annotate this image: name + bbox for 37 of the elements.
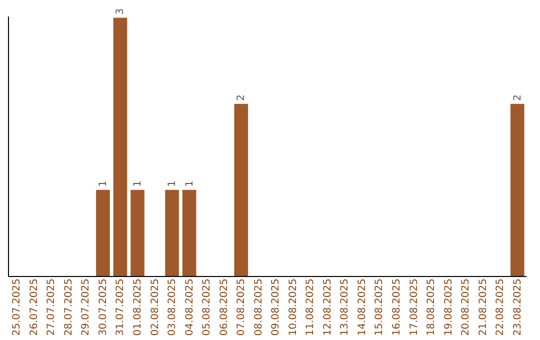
x-tick-label: 17.08.2025 (408, 278, 420, 336)
x-tick-label: 08.08.2025 (253, 278, 264, 336)
x-tick-label: 23.08.2025 (512, 278, 524, 336)
x-tick-label: 27.07.2025 (46, 278, 58, 336)
x-tick-label: 14.08.2025 (356, 278, 368, 336)
x-tick-label: 09.08.2025 (270, 278, 282, 336)
x-tick-label: 26.07.2025 (28, 278, 40, 336)
x-tick-label: 20.08.2025 (460, 278, 472, 336)
x-tick-label: 13.08.2025 (340, 278, 351, 336)
x-tick-label: 22.08.2025 (495, 278, 506, 336)
x-tick-label: 11.08.2025 (305, 278, 316, 336)
x-tick-label: 29.07.2025 (80, 278, 92, 336)
x-tick-label: 16.08.2025 (392, 278, 402, 336)
data-label: 2 (236, 94, 248, 101)
x-tick-label: 12.08.2025 (322, 278, 334, 336)
x-tick-label: 28.07.2025 (63, 278, 74, 336)
data-label: 1 (98, 180, 109, 187)
x-tick-label: 02.08.2025 (150, 278, 161, 336)
x-tick-label: 18.08.2025 (426, 278, 438, 336)
data-label: 1 (167, 180, 178, 187)
x-tick-label: 03.08.2025 (167, 278, 178, 336)
x-tick-label: 21.08.2025 (478, 278, 489, 336)
x-tick-label: 10.08.2025 (288, 278, 299, 336)
x-tick-label: 07.08.2025 (236, 278, 248, 336)
data-label: 1 (132, 180, 144, 187)
x-tick-label: 05.08.2025 (202, 278, 213, 336)
x-tick-label: 30.07.2025 (98, 278, 109, 336)
data-label: 2 (512, 94, 524, 101)
data-label: 1 (184, 180, 196, 187)
x-tick-label: 01.08.2025 (132, 278, 144, 336)
x-tick-label: 15.08.2025 (374, 278, 386, 336)
data-label: 3 (115, 8, 126, 15)
x-tick-label: 25.07.2025 (12, 278, 23, 336)
x-tick-label: 06.08.2025 (218, 278, 230, 336)
x-tick-label: 19.08.2025 (443, 278, 454, 336)
x-tick-label: 04.08.2025 (184, 278, 196, 336)
x-tick-label: 31.07.2025 (115, 278, 126, 336)
